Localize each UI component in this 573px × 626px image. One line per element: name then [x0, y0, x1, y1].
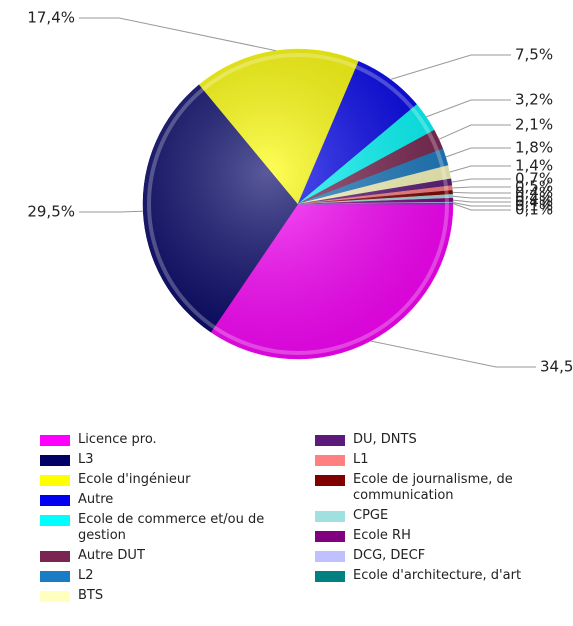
- legend-swatch: [40, 495, 70, 506]
- data-label: 3,2%: [515, 91, 553, 109]
- legend-label: Ecole RH: [353, 528, 411, 543]
- legend-item: Licence pro.: [40, 432, 298, 448]
- legend-swatch: [315, 551, 345, 562]
- leader-line: [452, 191, 511, 194]
- data-label: 0,5%: [515, 178, 553, 196]
- leader-line: [426, 99, 511, 118]
- legend-label: DCG, DECF: [353, 548, 426, 563]
- legend-swatch: [40, 455, 70, 466]
- leader-line: [452, 203, 511, 211]
- legend-item: CPGE: [315, 508, 573, 524]
- legend-swatch: [315, 571, 345, 582]
- data-label: 1,8%: [515, 139, 553, 157]
- legend-item: Ecole d'architecture, d'art: [315, 568, 573, 584]
- data-label: 0,4%: [515, 189, 553, 207]
- legend-label: CPGE: [353, 508, 389, 523]
- leader-line: [449, 165, 511, 173]
- data-label: 17,4%: [27, 9, 75, 27]
- data-label: 0,4%: [515, 193, 553, 211]
- legend-item: Autre DUT: [40, 548, 298, 564]
- pie-shading: [143, 49, 453, 359]
- legend-label: Autre: [78, 492, 114, 507]
- legend-label: L1: [353, 452, 369, 467]
- leader-line: [452, 199, 511, 203]
- legend-label: Ecole de journalisme, de communication: [353, 472, 513, 503]
- legend-item: L1: [315, 452, 573, 468]
- legend-label: Licence pro.: [78, 432, 157, 447]
- legend-swatch: [315, 455, 345, 466]
- data-label: 1,4%: [515, 157, 553, 175]
- leader-line: [390, 54, 511, 80]
- legend-label: Ecole d'architecture, d'art: [353, 568, 522, 583]
- legend-label: Ecole d'ingénieur: [78, 472, 191, 487]
- leader-line: [452, 186, 511, 189]
- legend-swatch: [40, 551, 70, 562]
- data-label: 29,5%: [27, 203, 75, 221]
- legend: Licence pro. L3 Ecole d'ingénieur Autre Ecol…: [40, 432, 298, 604]
- legend-swatch: [315, 531, 345, 542]
- legend: DU, DNTS L1 Ecole de journalisme, de commu…: [315, 432, 573, 584]
- leader-line: [79, 17, 276, 52]
- legend-label: BTS: [78, 588, 104, 603]
- legend-item: BTS: [40, 588, 298, 604]
- leader-line: [370, 340, 536, 368]
- legend-swatch: [40, 571, 70, 582]
- legend-swatch: [315, 511, 345, 522]
- legend-item: L3: [40, 452, 298, 468]
- leader-line: [445, 147, 511, 158]
- leader-line: [79, 210, 144, 213]
- legend-item: Ecole de commerce et/ou de gestion: [40, 512, 298, 544]
- legend-swatch: [40, 435, 70, 446]
- data-label: 7,5%: [515, 46, 553, 64]
- legend-swatch: [315, 475, 345, 486]
- legend-swatch: [40, 475, 70, 486]
- legend-item: Ecole RH: [315, 528, 573, 544]
- data-label: 0,1%: [515, 201, 553, 219]
- legend-item: Ecole d'ingénieur: [40, 472, 298, 488]
- legend-swatch: [40, 591, 70, 602]
- legend-label: Autre DUT: [78, 548, 145, 563]
- legend-label: Ecole de commerce et/ou de gestion: [78, 512, 265, 543]
- data-label: 0,4%: [515, 184, 553, 202]
- pie-rim: [147, 53, 449, 355]
- leader-line: [452, 195, 511, 199]
- legend-item: DU, DNTS: [315, 432, 573, 448]
- legend-item: L2: [40, 568, 298, 584]
- data-label: 0,1%: [515, 197, 553, 215]
- legend-swatch: [40, 515, 70, 526]
- data-label: 0,7%: [515, 170, 553, 188]
- data-label: 2,1%: [515, 116, 553, 134]
- legend-label: L2: [78, 568, 94, 583]
- legend-item: Ecole de journalisme, de communication: [315, 472, 573, 504]
- legend-item: DCG, DECF: [315, 548, 573, 564]
- leader-line: [452, 202, 511, 207]
- legend-label: DU, DNTS: [353, 432, 417, 447]
- legend-swatch: [315, 435, 345, 446]
- leader-line: [438, 124, 511, 140]
- legend-label: L3: [78, 452, 94, 467]
- chart: 34,5%29,5%17,4%7,5%3,2%2,1%1,8%1,4%0,7%0…: [27, 9, 573, 376]
- pie: [142, 48, 454, 360]
- leader-line: [451, 178, 511, 183]
- data-label: 34,5%: [540, 358, 573, 376]
- legend-item: Autre: [40, 492, 298, 508]
